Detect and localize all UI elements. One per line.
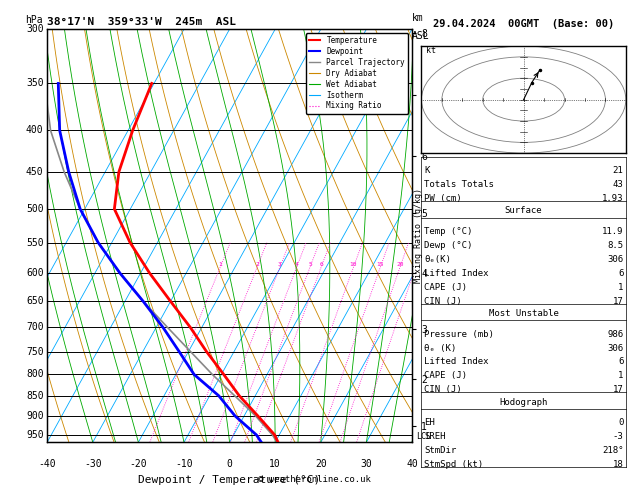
Text: K: K	[424, 166, 430, 175]
Text: © weatheronline.co.uk: © weatheronline.co.uk	[258, 474, 371, 484]
Text: 900: 900	[26, 411, 43, 421]
Text: Dewpoint / Temperature (°C): Dewpoint / Temperature (°C)	[138, 475, 321, 486]
Text: LCL: LCL	[416, 432, 431, 441]
Text: 11.9: 11.9	[602, 227, 623, 236]
Text: StmSpd (kt): StmSpd (kt)	[424, 460, 483, 469]
Text: 17: 17	[613, 385, 623, 394]
Text: EH: EH	[424, 418, 435, 427]
Text: -30: -30	[84, 459, 102, 469]
Text: 650: 650	[26, 296, 43, 306]
Text: 850: 850	[26, 391, 43, 401]
Text: Mixing Ratio (g/kg): Mixing Ratio (g/kg)	[414, 188, 423, 283]
Text: 350: 350	[26, 78, 43, 88]
Text: 15: 15	[377, 262, 384, 267]
Text: θₑ(K): θₑ(K)	[424, 255, 451, 264]
Text: StmDir: StmDir	[424, 446, 456, 455]
Text: 18: 18	[613, 460, 623, 469]
Text: -40: -40	[38, 459, 56, 469]
Text: 600: 600	[26, 268, 43, 278]
Text: Hodograph: Hodograph	[499, 398, 548, 407]
Text: 306: 306	[607, 255, 623, 264]
Text: 500: 500	[26, 204, 43, 214]
Text: 40: 40	[406, 459, 418, 469]
Text: 30: 30	[360, 459, 372, 469]
Text: 986: 986	[607, 330, 623, 339]
Text: 29.04.2024  00GMT  (Base: 00): 29.04.2024 00GMT (Base: 00)	[433, 19, 615, 30]
Text: 1.93: 1.93	[602, 194, 623, 203]
Text: 0: 0	[618, 418, 623, 427]
Text: 20: 20	[396, 262, 404, 267]
Text: 450: 450	[26, 167, 43, 177]
Text: 43: 43	[613, 180, 623, 189]
Text: 306: 306	[607, 344, 623, 353]
Text: 8.5: 8.5	[607, 241, 623, 250]
Text: 0: 0	[226, 459, 233, 469]
Text: -10: -10	[175, 459, 193, 469]
Text: km: km	[412, 13, 424, 23]
Text: 1: 1	[218, 262, 222, 267]
Text: Surface: Surface	[505, 207, 542, 215]
Text: 800: 800	[26, 369, 43, 380]
Text: 300: 300	[26, 24, 43, 34]
Text: 1: 1	[618, 371, 623, 381]
Text: 5: 5	[308, 262, 312, 267]
Text: 6: 6	[320, 262, 323, 267]
Text: SREH: SREH	[424, 432, 445, 441]
Text: 750: 750	[26, 347, 43, 357]
Text: ASL: ASL	[412, 31, 430, 41]
Legend: Temperature, Dewpoint, Parcel Trajectory, Dry Adiabat, Wet Adiabat, Isotherm, Mi: Temperature, Dewpoint, Parcel Trajectory…	[306, 33, 408, 114]
Text: 218°: 218°	[602, 446, 623, 455]
Text: Lifted Index: Lifted Index	[424, 269, 489, 278]
Text: CAPE (J): CAPE (J)	[424, 283, 467, 292]
Text: 20: 20	[315, 459, 326, 469]
Text: Lifted Index: Lifted Index	[424, 358, 489, 366]
Text: 400: 400	[26, 125, 43, 136]
Text: hPa: hPa	[25, 15, 43, 25]
Text: Totals Totals: Totals Totals	[424, 180, 494, 189]
Text: 17: 17	[613, 296, 623, 306]
Text: 700: 700	[26, 322, 43, 332]
Text: Pressure (mb): Pressure (mb)	[424, 330, 494, 339]
Text: 950: 950	[26, 430, 43, 440]
Text: 10: 10	[269, 459, 281, 469]
Text: Temp (°C): Temp (°C)	[424, 227, 472, 236]
Text: CAPE (J): CAPE (J)	[424, 371, 467, 381]
Text: 21: 21	[613, 166, 623, 175]
Text: 6: 6	[618, 269, 623, 278]
Text: kt: kt	[426, 46, 435, 54]
Text: 38°17'N  359°33'W  245m  ASL: 38°17'N 359°33'W 245m ASL	[47, 17, 236, 27]
Text: 6: 6	[618, 358, 623, 366]
Text: CIN (J): CIN (J)	[424, 385, 462, 394]
Text: Dewp (°C): Dewp (°C)	[424, 241, 472, 250]
Text: 10: 10	[350, 262, 357, 267]
Text: CIN (J): CIN (J)	[424, 296, 462, 306]
Text: 2: 2	[255, 262, 259, 267]
Text: 4: 4	[295, 262, 299, 267]
Text: PW (cm): PW (cm)	[424, 194, 462, 203]
Text: θₑ (K): θₑ (K)	[424, 344, 456, 353]
Text: -20: -20	[130, 459, 147, 469]
Text: Most Unstable: Most Unstable	[489, 309, 559, 318]
Text: -3: -3	[613, 432, 623, 441]
Text: 3: 3	[278, 262, 282, 267]
Text: 550: 550	[26, 238, 43, 247]
Text: 1: 1	[618, 283, 623, 292]
